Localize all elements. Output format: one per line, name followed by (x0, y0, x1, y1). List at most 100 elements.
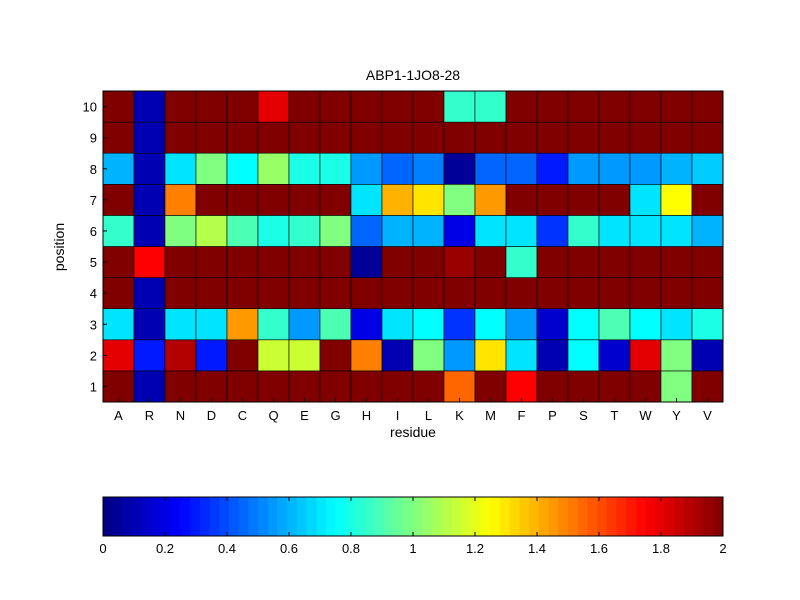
heatmap-cell (660, 308, 693, 341)
heatmap-cell (257, 277, 290, 310)
heatmap-cell (474, 370, 507, 403)
colorbar-segment (693, 497, 705, 536)
y-tick-label: 2 (90, 348, 97, 363)
heatmap-cell (505, 184, 538, 216)
heatmap-cell (660, 277, 693, 310)
heatmap-cell (102, 277, 135, 310)
colorbar-segment (664, 497, 676, 536)
heatmap-cell (598, 184, 631, 216)
colorbar-segment (161, 497, 172, 536)
colorbar-segment (103, 497, 114, 536)
heatmap-cell (536, 90, 569, 123)
heatmap-cell (567, 152, 600, 185)
heatmap-cell (598, 370, 631, 403)
x-tick-label: F (518, 408, 526, 423)
colorbar-segment (529, 497, 540, 536)
heatmap-cell (629, 90, 662, 123)
heatmap-cell (257, 308, 290, 341)
x-tick-label: C (238, 408, 247, 423)
heatmap-cell (102, 184, 135, 216)
colorbar-segment (655, 497, 666, 536)
heatmap-cell (660, 121, 693, 154)
heatmap-cell (164, 121, 197, 154)
heatmap-cell (567, 370, 600, 403)
heatmap-cell (133, 90, 166, 123)
heatmap-cell (102, 90, 135, 123)
heatmap-cell (412, 215, 445, 247)
heatmap-cell (133, 246, 166, 278)
heatmap-cell (257, 370, 290, 403)
heatmap-cell (474, 339, 507, 372)
heatmap-cell (195, 277, 228, 310)
heatmap-cell (164, 152, 197, 185)
x-tick-label: Y (672, 408, 681, 423)
heatmap-cell (319, 215, 352, 247)
colorbar-segment (684, 497, 695, 536)
heatmap-cell (350, 121, 383, 154)
heatmap-cell (257, 152, 290, 185)
heatmap-cell (660, 184, 693, 216)
colorbar-segment (180, 497, 191, 536)
heatmap-cell (598, 277, 631, 310)
heatmap-cell (629, 215, 662, 247)
heatmap-cell (536, 121, 569, 154)
heatmap-cell (691, 246, 724, 278)
heatmap-cell (567, 121, 600, 154)
heatmap-cell (567, 215, 600, 247)
heatmap-cell (629, 308, 662, 341)
heatmap-cell (350, 308, 383, 341)
colorbar-segment (490, 497, 501, 536)
heatmap-cell (567, 90, 600, 123)
heatmap-cell (102, 370, 135, 403)
heatmap-cell (133, 152, 166, 185)
heatmap-cell (319, 339, 352, 372)
heatmap-cell (536, 215, 569, 247)
colorbar-segment (713, 497, 724, 536)
heatmap-cell (505, 215, 538, 247)
heatmap-cell (288, 277, 321, 310)
colorbar (102, 496, 724, 537)
heatmap-cell (381, 370, 414, 403)
heatmap-cell (319, 246, 352, 278)
heatmap-cell (598, 152, 631, 185)
colorbar-segment (626, 497, 637, 536)
x-tick-label: H (362, 408, 371, 423)
x-tick-label: E (300, 408, 309, 423)
heatmap-cell (381, 277, 414, 310)
heatmap-cell (691, 339, 724, 372)
heatmap-cell (691, 277, 724, 310)
heatmap-cell (319, 370, 352, 403)
colorbar-tick-label: 0.8 (342, 541, 360, 556)
heatmap-cell (288, 90, 321, 123)
colorbar-segment (606, 497, 617, 536)
heatmap-cell (350, 246, 383, 278)
heatmap-cell (536, 370, 569, 403)
x-tick-label: R (145, 408, 154, 423)
colorbar-segment (296, 497, 307, 536)
heatmap-cell (691, 184, 724, 216)
heatmap-cell (257, 121, 290, 154)
heatmap-cell (133, 277, 166, 310)
colorbar-tick-label: 1 (409, 541, 416, 556)
colorbar-tick-label: 0 (99, 541, 106, 556)
y-tick-label: 3 (90, 317, 97, 332)
colorbar-segment (316, 497, 327, 536)
heatmap-cell (660, 370, 693, 403)
heatmap-cell (195, 90, 228, 123)
x-tick-label: M (485, 408, 496, 423)
heatmap-cell (412, 90, 445, 123)
heatmap-cell (195, 121, 228, 154)
heatmap-cell (567, 246, 600, 278)
heatmap-cell (381, 339, 414, 372)
heatmap-cell (598, 215, 631, 247)
heatmap-cell (691, 90, 724, 123)
heatmap-cell (164, 308, 197, 341)
heatmap-cell (226, 370, 259, 403)
colorbar-segment (403, 497, 414, 536)
heatmap-cell (350, 370, 383, 403)
heatmap-cell (164, 215, 197, 247)
colorbar-segment (151, 497, 162, 536)
heatmap-cell (350, 152, 383, 185)
heatmap-cell (381, 246, 414, 278)
